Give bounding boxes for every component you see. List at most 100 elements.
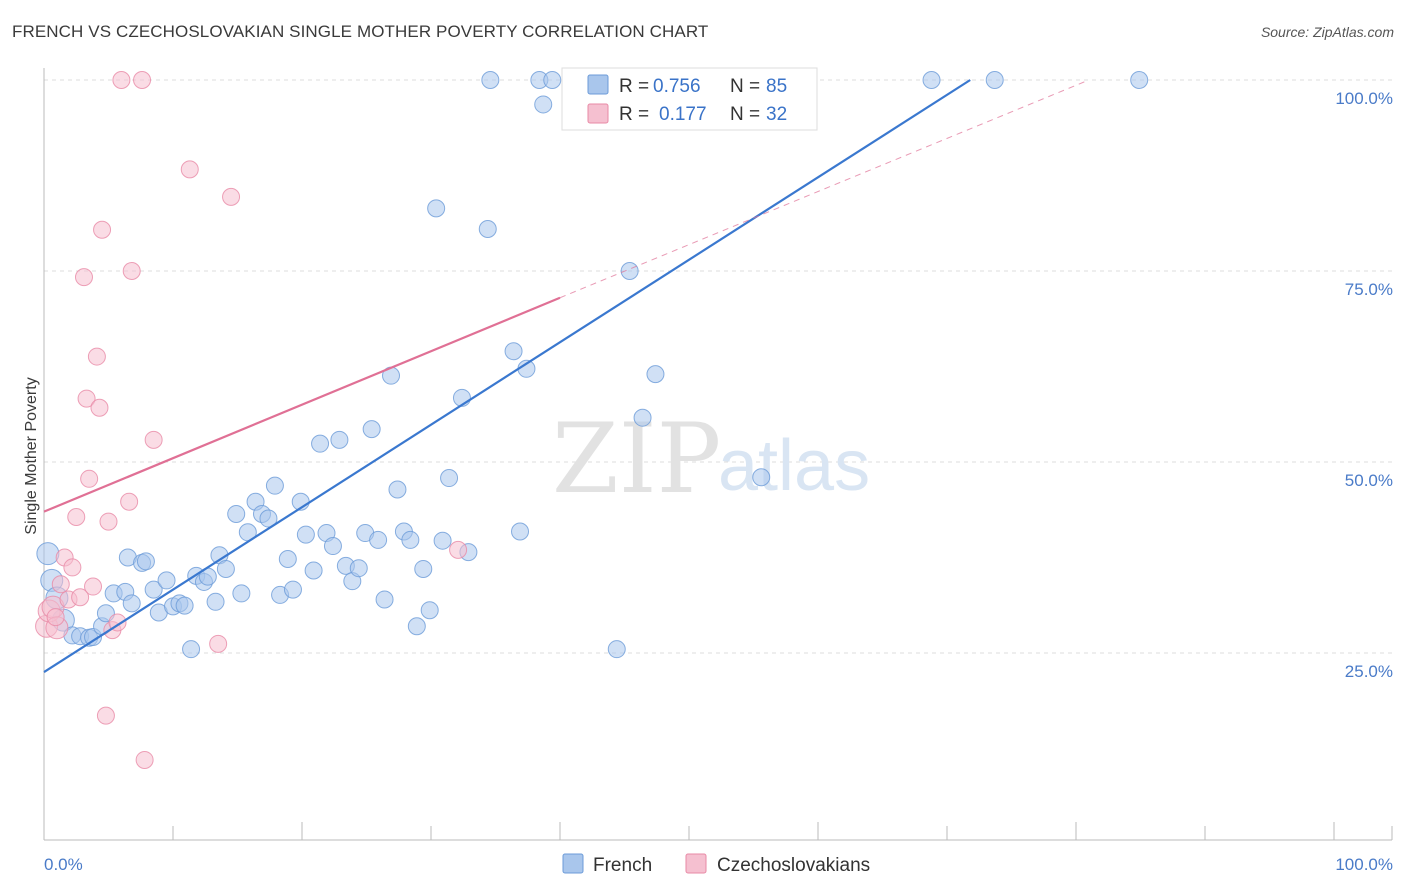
watermark: ZIP atlas [552,403,870,515]
trendline-czech [43,296,561,513]
y-tick-label-100: 100.0% [1335,89,1393,108]
series-legend: French Czechoslovakians [562,853,870,876]
point-czech-17 [96,706,115,725]
point-french-42 [311,434,330,453]
point-czech-31 [46,608,65,627]
point-french-56 [401,530,420,549]
point-czech-15 [90,398,109,417]
point-french-77 [633,408,652,427]
point-czech-27 [180,160,199,179]
point-french-58 [414,559,433,578]
point-french-44 [323,537,342,556]
bottom-legend-czech: Czechoslovakians [717,855,870,876]
point-french-15 [136,552,155,571]
point-french-26 [206,592,225,611]
point-czech-11 [77,389,96,408]
y-axis-label: Single Mother Poverty [23,377,40,534]
axis-layer: 25.0% 50.0% 75.0% 100.0% 0.0% 100.0% [43,68,1393,874]
point-czech-10 [74,268,93,287]
point-french-40 [296,525,315,544]
point-french-22 [182,640,201,659]
point-french-61 [433,531,452,550]
legend-swatch-french [587,74,609,95]
chart-title: FRENCH VS CZECHOSLOVAKIAN SINGLE MOTHER … [12,22,709,41]
legend-r-label-french: R = [619,76,649,97]
point-french-74 [607,640,626,659]
point-french-30 [232,584,251,603]
point-french-16 [144,580,163,599]
point-french-13 [122,594,141,613]
bottom-legend-swatch-french [562,853,584,874]
point-czech-21 [112,71,131,89]
point-french-72 [543,71,562,89]
point-czech-7 [63,558,82,577]
legend-r-value-french: 0.756 [653,76,701,97]
trendline-french [43,79,971,674]
legend-r-value-czech: 0.177 [659,104,707,125]
legend-n-value-french: 85 [766,76,787,97]
point-czech-9 [71,588,90,607]
point-czech-18 [99,512,118,531]
point-czech-26 [144,430,163,449]
point-czech-16 [93,220,112,239]
point-french-67 [504,342,523,361]
point-french-48 [349,559,368,578]
point-french-18 [157,571,176,590]
point-french-28 [216,559,235,578]
correlation-legend: R = 0.756 N = 85 R = 0.177 N = 32 [561,67,818,131]
bottom-legend-french: French [593,855,652,876]
legend-n-value-czech: 32 [766,104,787,125]
point-czech-24 [133,71,152,89]
point-french-51 [369,530,388,549]
point-french-65 [478,219,497,238]
point-french-29 [227,504,246,523]
point-czech-29 [222,187,241,206]
chart-source: Source: ZipAtlas.com [1260,24,1394,40]
grid-layer [44,79,1392,654]
point-french-45 [330,430,349,449]
point-czech-23 [122,262,141,280]
legend-n-label-french: N = [730,76,760,97]
point-french-60 [427,199,446,218]
legend-r-label-czech: R = [619,104,649,125]
point-french-57 [407,617,426,636]
point-czech-8 [67,508,86,527]
legend-n-label-czech: N = [730,104,760,125]
point-czech-25 [135,750,154,769]
point-french-37 [278,550,297,569]
x-tick-label-100: 100.0% [1335,855,1393,874]
point-czech-4 [51,575,70,594]
points-layer [35,71,1149,769]
bottom-legend-swatch-czech [685,853,707,874]
point-french-35 [265,476,284,495]
point-french-38 [283,580,302,599]
point-french-84 [1130,71,1149,89]
point-french-62 [440,469,459,488]
point-czech-28 [209,634,228,653]
trendline-czech-extended [559,79,1090,299]
y-tick-label-75: 75.0% [1345,280,1393,299]
point-french-82 [922,71,941,89]
point-czech-22 [120,492,139,511]
y-tick-label-25: 25.0% [1345,662,1393,681]
point-french-21 [175,596,194,615]
legend-swatch-czech [587,103,609,124]
x-tick-label-0: 0.0% [44,855,83,874]
point-french-83 [985,71,1004,89]
trend-layer [43,79,1090,674]
point-french-68 [511,522,530,541]
point-french-41 [304,561,323,580]
point-french-0 [36,542,60,566]
point-french-52 [375,590,394,609]
point-french-54 [388,480,407,499]
point-french-81 [752,468,771,487]
point-french-71 [534,95,553,114]
point-french-66 [481,71,500,89]
point-french-50 [362,420,381,439]
point-czech-12 [80,469,99,488]
point-french-76 [620,262,639,280]
point-french-59 [420,601,439,620]
point-czech-13 [84,577,103,596]
y-tick-label-50: 50.0% [1345,471,1393,490]
